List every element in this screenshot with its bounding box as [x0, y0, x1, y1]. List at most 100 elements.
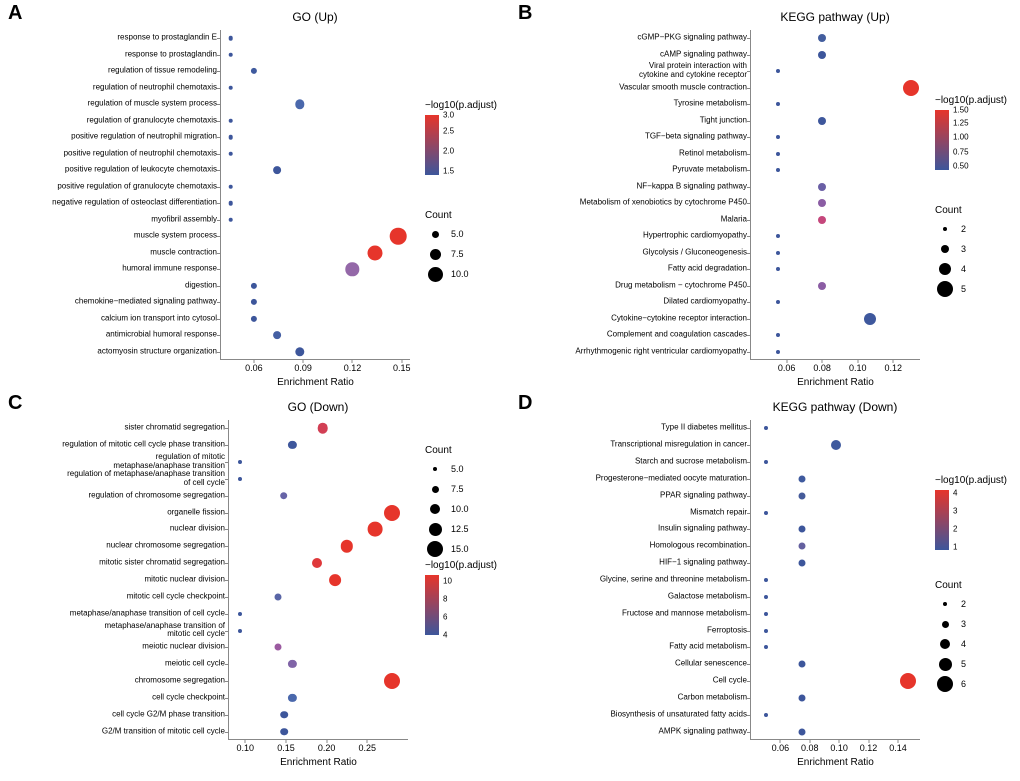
y-label: metaphase/anaphase transition of cell cy…	[70, 609, 229, 618]
size-legend-label: 15.0	[451, 544, 469, 554]
chart-title: GO (Down)	[228, 400, 408, 414]
y-label: positive regulation of granulocyte chemo…	[57, 182, 221, 191]
y-label: AMPK signaling pathway	[659, 727, 752, 736]
gradient-tick: 0.50	[953, 161, 969, 170]
data-point	[229, 36, 234, 41]
data-point	[818, 34, 826, 42]
y-label: metaphase/anaphase transition ofmitotic …	[104, 622, 229, 640]
y-label: regulation of mitotic cell cycle phase t…	[62, 441, 229, 450]
plot-area: cGMP−PKG signaling pathwaycAMP signaling…	[750, 30, 920, 360]
size-legend-item: 15.0	[425, 540, 469, 558]
chart-title: GO (Up)	[220, 10, 410, 24]
y-label: regulation of tissue remodeling	[108, 67, 221, 76]
y-label: meiotic nuclear division	[142, 643, 229, 652]
y-label: Tight junction	[700, 116, 751, 125]
size-legend-label: 4	[961, 264, 966, 274]
size-legend-label: 7.5	[451, 249, 464, 259]
color-legend-title: −log10(p.adjust)	[425, 100, 497, 111]
size-legend-label: 5.0	[451, 464, 464, 474]
y-label: NF−kappa B signaling pathway	[636, 182, 751, 191]
data-point	[238, 477, 242, 481]
gradient-tick: 1.00	[953, 133, 969, 142]
data-point	[799, 694, 806, 701]
data-point	[776, 234, 780, 238]
y-label: Dilated cardiomyopathy	[663, 298, 751, 307]
x-axis-label: Enrichment Ratio	[751, 359, 920, 388]
y-label: nuclear division	[170, 525, 229, 534]
data-point	[238, 460, 242, 464]
size-legend: Count2345	[935, 205, 966, 300]
y-label: mitotic nuclear division	[145, 576, 229, 585]
y-label: Cytokine−cytokine receptor interaction	[611, 314, 751, 323]
y-label: Transcriptional misregulation in cancer	[610, 441, 751, 450]
gradient-tick: 4	[443, 631, 447, 640]
y-label: Biosynthesis of unsaturated fatty acids	[610, 710, 751, 719]
data-point	[764, 511, 768, 515]
y-label: Cellular senescence	[675, 660, 751, 669]
data-point	[288, 660, 296, 668]
y-label: Ferroptosis	[707, 626, 751, 635]
y-label: Pyruvate metabolism	[672, 166, 751, 175]
data-point	[229, 135, 234, 140]
y-label: positive regulation of neutrophil chemot…	[64, 149, 221, 158]
size-legend-label: 12.5	[451, 524, 469, 534]
size-legend-label: 6	[961, 679, 966, 689]
plot-area: Type II diabetes mellitusTranscriptional…	[750, 420, 920, 740]
chart-A: GO (Up)response to prostaglandin Erespon…	[220, 30, 410, 360]
color-legend-title: −log10(p.adjust)	[935, 95, 1007, 106]
gradient-tick: 1	[953, 543, 957, 552]
data-point	[776, 168, 780, 172]
data-point	[251, 316, 257, 322]
data-point	[281, 728, 289, 736]
data-point	[384, 505, 400, 521]
data-point	[229, 85, 234, 90]
y-label: Arrhythmogenic right ventricular cardiom…	[575, 347, 751, 356]
color-legend: −log10(p.adjust)4321	[935, 475, 1007, 550]
data-point	[384, 673, 400, 689]
y-label: Galactose metabolism	[668, 592, 751, 601]
data-point	[229, 184, 234, 189]
chart-title: KEGG pathway (Up)	[750, 10, 920, 24]
size-legend-item: 6	[935, 675, 966, 693]
y-label: humoral immune response	[122, 265, 221, 274]
data-point	[764, 629, 768, 633]
gradient-tick: 1.25	[953, 119, 969, 128]
data-point	[764, 713, 768, 717]
size-legend-circle	[430, 504, 440, 514]
size-legend-label: 4	[961, 639, 966, 649]
data-point	[229, 118, 234, 123]
size-legend-item: 7.5	[425, 245, 469, 263]
data-point	[818, 282, 826, 290]
y-label: response to prostaglandin	[125, 50, 221, 59]
data-point	[229, 217, 234, 222]
data-point	[229, 151, 234, 156]
gradient-tick: 3	[953, 507, 957, 516]
y-label: nuclear chromosome segregation	[106, 542, 229, 551]
color-legend-title: −log10(p.adjust)	[425, 560, 497, 571]
size-legend-title: Count	[425, 210, 469, 221]
size-legend-circle	[430, 249, 441, 260]
data-point	[764, 595, 768, 599]
data-point	[341, 540, 353, 552]
y-label: regulation of muscle system process	[88, 100, 221, 109]
size-legend-circle	[942, 621, 949, 628]
data-point	[288, 694, 296, 702]
size-legend-circle	[941, 245, 949, 253]
y-label: Glycine, serine and threonine metabolism	[600, 576, 751, 585]
color-legend: −log10(p.adjust) 1.501.251.000.750.50	[935, 95, 1007, 170]
data-point	[274, 593, 281, 600]
data-point	[903, 80, 919, 96]
size-legend-item: 12.5	[425, 520, 469, 538]
y-label: Hypertrophic cardiomyopathy	[643, 232, 751, 241]
data-point	[818, 199, 826, 207]
color-gradient: 1.501.251.000.750.50	[935, 110, 949, 170]
y-label: Type II diabetes mellitus	[661, 424, 751, 433]
y-label: Homologous recombination	[650, 542, 751, 551]
data-point	[776, 135, 780, 139]
data-point	[288, 441, 296, 449]
data-point	[776, 152, 780, 156]
data-point	[764, 612, 768, 616]
y-label: digestion	[185, 281, 221, 290]
y-label: Starch and sucrose metabolism	[635, 458, 751, 467]
y-label: response to prostaglandin E	[117, 34, 221, 43]
